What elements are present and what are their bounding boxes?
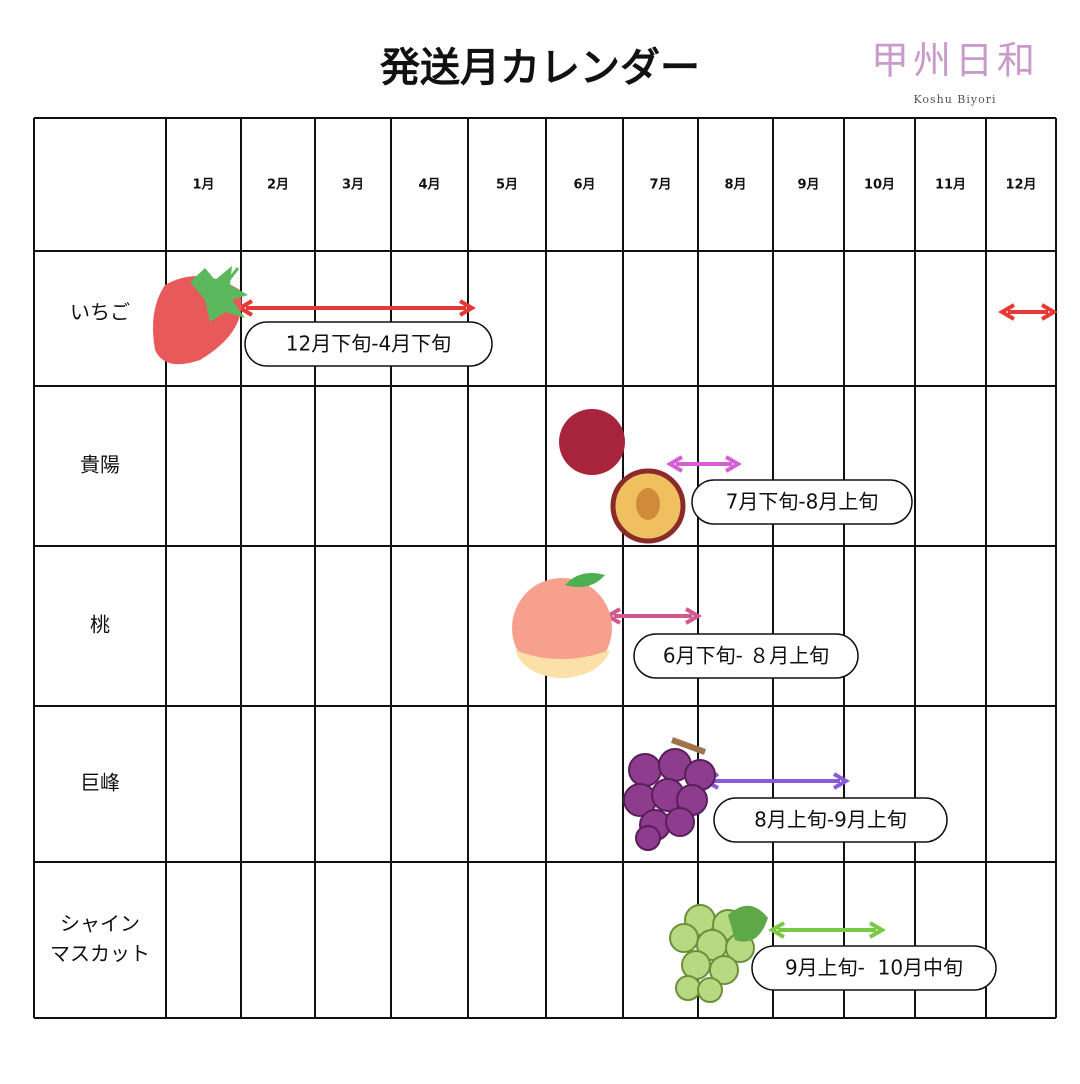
fruit-icons <box>152 266 768 1003</box>
row-label: マスカット <box>50 942 150 966</box>
month-header: 3月 <box>342 178 364 193</box>
period-label: 9月上旬- 10月中旬 <box>785 956 963 980</box>
month-header: 2月 <box>267 178 289 193</box>
logo: 甲州日和 <box>871 39 1039 83</box>
arrow-head <box>724 455 742 473</box>
arrow-head <box>868 921 886 939</box>
period-label: 12月下旬-4月下旬 <box>286 332 451 356</box>
month-header: 7月 <box>649 178 671 193</box>
peach-bottom <box>515 650 610 678</box>
muscat-leaf <box>728 905 768 942</box>
month-header: 10月 <box>864 178 895 193</box>
row-label: 桃 <box>90 613 110 637</box>
logo-subtitle: Koshu Biyori <box>913 93 996 106</box>
title: 発送月カレンダー <box>380 45 700 91</box>
month-header: 4月 <box>418 178 440 193</box>
strawberry-leaf <box>190 266 248 322</box>
peach-leaf <box>565 572 605 588</box>
plum-icon <box>559 409 625 475</box>
plum-seed <box>636 488 660 520</box>
row-label: シャイン <box>60 912 140 936</box>
grape-stem <box>670 737 707 755</box>
arrow-head <box>458 299 476 317</box>
month-header: 8月 <box>724 178 746 193</box>
month-header: 6月 <box>573 178 595 193</box>
row-label: 巨峰 <box>80 771 120 795</box>
month-header: 11月 <box>935 178 966 193</box>
grape-icon <box>623 748 716 851</box>
month-header: 5月 <box>496 178 518 193</box>
period-pill <box>244 321 493 367</box>
period-label: 6月下旬- ８月上旬 <box>663 644 829 668</box>
arrow-head <box>832 772 850 790</box>
arrow-head <box>684 607 702 625</box>
period-pill <box>691 479 913 525</box>
period-pill <box>713 797 948 843</box>
month-header: 1月 <box>192 178 214 193</box>
period-pill <box>751 945 997 991</box>
strawberry-stem <box>223 267 240 286</box>
period-pill <box>633 633 859 679</box>
period-label: 8月上旬-9月上旬 <box>754 808 907 832</box>
row-label: いちご <box>70 300 130 324</box>
month-header: 9月 <box>797 178 819 193</box>
month-header: 12月 <box>1005 178 1036 193</box>
arrow-head <box>666 455 684 473</box>
arrow-head <box>768 921 786 939</box>
period-label: 7月下旬-8月上旬 <box>726 490 879 514</box>
row-label: 貴陽 <box>80 453 120 477</box>
arrow-head <box>998 303 1016 321</box>
peach-icon <box>512 578 612 678</box>
table-grid <box>33 117 1057 1019</box>
arrow-head <box>1040 303 1058 321</box>
